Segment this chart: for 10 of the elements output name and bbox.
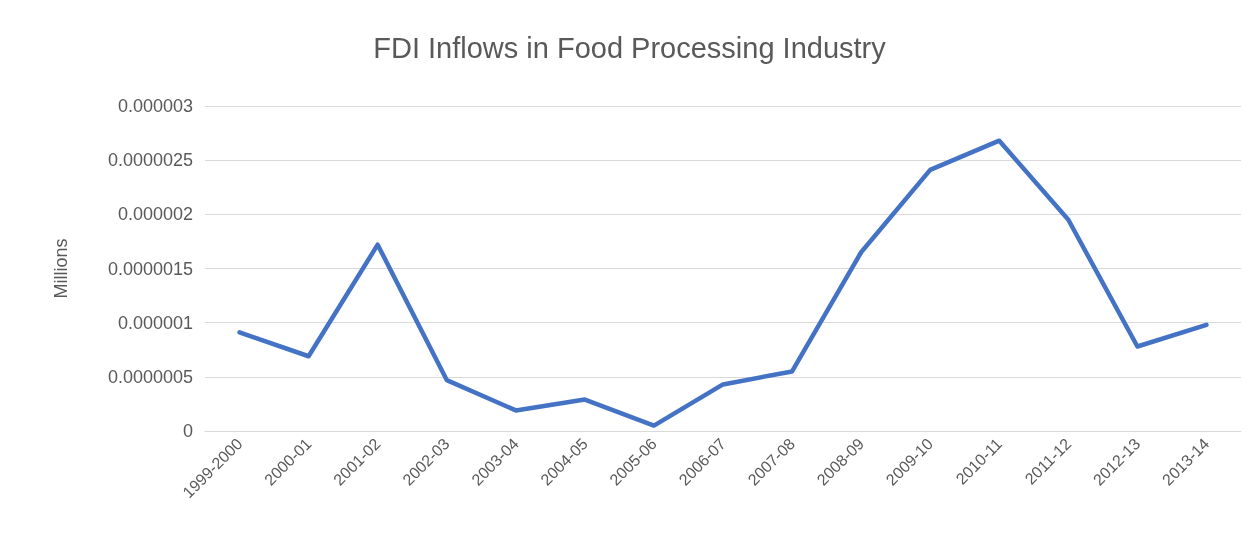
y-tick-label: 0.000003 bbox=[117, 96, 193, 116]
y-tick-label: 0.000001 bbox=[117, 312, 193, 333]
y-axis-title: Millions bbox=[51, 238, 71, 299]
y-tick-label: 0 bbox=[182, 421, 193, 441]
y-tick-label: 0.0000015 bbox=[107, 258, 193, 279]
chart-title: FDI Inflows in Food Processing Industry bbox=[373, 31, 887, 64]
line-series bbox=[237, 138, 1209, 428]
y-tick-label: 0.0000025 bbox=[107, 150, 193, 171]
y-tick-label: 0.0000005 bbox=[107, 366, 193, 387]
y-tick-label: 0.000002 bbox=[117, 204, 193, 225]
